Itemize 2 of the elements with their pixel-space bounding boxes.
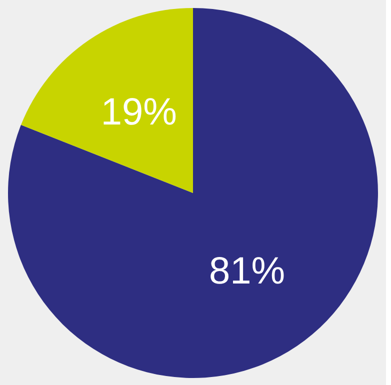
data-label: 19%: [100, 91, 177, 134]
data-label: 81%: [209, 250, 286, 293]
